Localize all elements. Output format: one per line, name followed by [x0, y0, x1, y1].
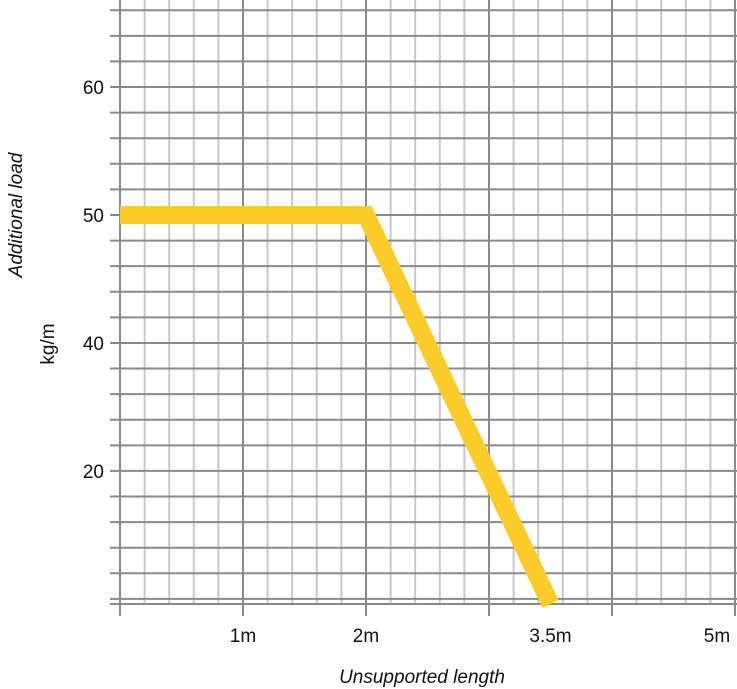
y-tick-label: 50 [83, 206, 104, 227]
y-tick-label: 40 [83, 334, 104, 355]
x-tick-label: 1m [230, 626, 256, 647]
y-tick-labels: 60 50 40 20 [83, 78, 104, 483]
x-tick-label: 5m [704, 626, 730, 647]
x-tick-label: 2m [353, 626, 379, 647]
y-axis-label: Additional load [6, 151, 27, 278]
y-tick-label: 60 [83, 78, 104, 99]
series [120, 205, 559, 608]
x-axis-label: Unsupported length [339, 667, 505, 688]
y-tick-label: 20 [83, 462, 104, 483]
grid [110, 0, 737, 616]
x-tick-labels: 1m 2m 3.5m 5m [230, 626, 730, 647]
y-axis-unit: kg/m [38, 323, 59, 364]
series-line [120, 205, 559, 608]
x-tick-label: 3.5m [529, 626, 571, 647]
